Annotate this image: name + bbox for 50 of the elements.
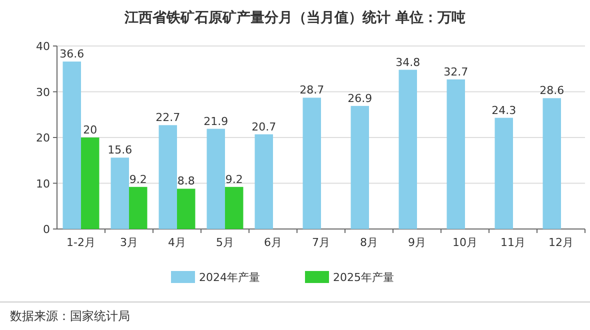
x-tick-label: 6月 bbox=[264, 236, 282, 249]
x-tick-label: 10月 bbox=[452, 236, 478, 249]
bar bbox=[398, 70, 417, 229]
data-label: 21.9 bbox=[204, 114, 228, 128]
bar bbox=[542, 98, 561, 229]
x-tick-label: 8月 bbox=[360, 236, 378, 249]
bar bbox=[350, 106, 369, 229]
data-label: 15.6 bbox=[108, 144, 132, 157]
x-tick-label: 12月 bbox=[548, 236, 574, 249]
y-tick-label: 40 bbox=[36, 40, 50, 53]
x-tick-label: 7月 bbox=[312, 236, 330, 249]
data-label: 20 bbox=[83, 124, 98, 136]
y-tick-label: 20 bbox=[36, 132, 50, 144]
chart-title: 江西省铁矿石原矿产量分月（当月值）统计 单位：万吨 bbox=[124, 9, 466, 26]
data-label: 28.7 bbox=[300, 84, 324, 97]
data-label: 26.9 bbox=[348, 92, 372, 105]
bar bbox=[177, 188, 196, 229]
data-label: 36.6 bbox=[60, 48, 84, 61]
bar bbox=[225, 186, 244, 229]
x-tick-label: 5月 bbox=[216, 236, 234, 249]
data-label: 9.2 bbox=[129, 172, 147, 186]
data-label: 22.7 bbox=[156, 111, 180, 124]
bar bbox=[158, 125, 177, 229]
data-label: 8.8 bbox=[177, 174, 195, 188]
y-tick-label: 10 bbox=[36, 177, 50, 190]
x-tick-label: 1-2月 bbox=[66, 236, 96, 249]
data-label: 28.6 bbox=[540, 84, 564, 98]
bar bbox=[110, 158, 129, 229]
x-tick-label: 9月 bbox=[408, 236, 426, 249]
data-label: 34.8 bbox=[396, 56, 420, 69]
legend-label: 2024年产量 bbox=[199, 271, 260, 284]
x-tick-label: 3月 bbox=[120, 236, 138, 249]
bar bbox=[129, 186, 148, 229]
y-tick-label: 0 bbox=[43, 223, 50, 236]
legend-label: 2025年产量 bbox=[333, 271, 394, 284]
data-label: 20.7 bbox=[252, 120, 276, 134]
bar bbox=[446, 79, 465, 229]
data-label: 24.3 bbox=[492, 104, 516, 117]
source-note: 数据来源：国家统计局 bbox=[10, 309, 130, 323]
bar bbox=[206, 128, 225, 229]
bar bbox=[81, 138, 100, 229]
bar bbox=[254, 134, 273, 229]
y-tick-label: 30 bbox=[36, 86, 50, 99]
data-label: 32.7 bbox=[444, 65, 468, 78]
bar bbox=[302, 98, 321, 229]
data-label: 9.2 bbox=[225, 172, 243, 186]
x-tick-label: 4月 bbox=[168, 236, 186, 249]
x-tick-label: 11月 bbox=[500, 236, 526, 249]
bar bbox=[62, 62, 81, 229]
bar bbox=[494, 118, 513, 229]
